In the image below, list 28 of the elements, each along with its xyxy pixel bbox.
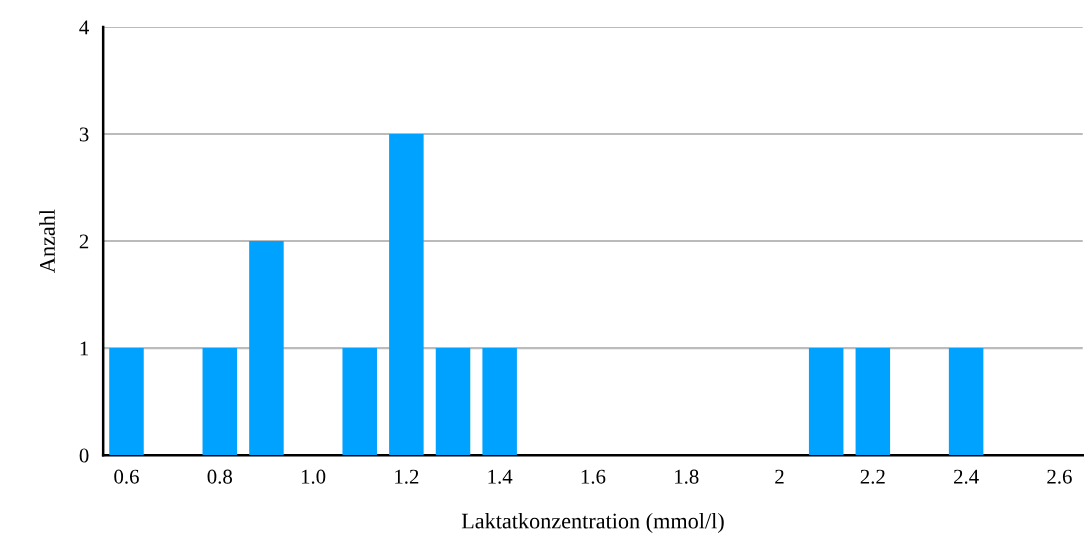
x-tick-label: 0.8 xyxy=(207,469,233,484)
bar xyxy=(435,348,471,456)
bar xyxy=(482,348,517,456)
bar xyxy=(109,348,144,456)
bar xyxy=(202,348,238,456)
bar xyxy=(855,348,891,456)
x-tick-label: 2.2 xyxy=(860,469,885,484)
x-tick-label: 2.4 xyxy=(954,469,979,484)
x-tick-label: 1.0 xyxy=(301,469,326,484)
bar xyxy=(948,348,984,456)
bar xyxy=(249,241,284,456)
x-tick-label: 1.8 xyxy=(675,469,699,484)
y-tick-label: 4 xyxy=(79,20,89,35)
y-tick-label: 1 xyxy=(80,341,89,356)
y-tick-label: 2 xyxy=(79,234,89,249)
x-tick-label: 1.4 xyxy=(488,469,513,484)
y-tick-label: 3 xyxy=(79,127,89,142)
x-tick-label: 1.6 xyxy=(581,469,606,484)
y-tick-label: 0 xyxy=(79,448,89,463)
x-axis-title: Laktatkonzentration (mmol/l) xyxy=(461,512,724,534)
y-axis-title: Anzahl xyxy=(39,209,55,273)
bar xyxy=(389,134,424,456)
x-tick-label: 2 xyxy=(775,469,784,484)
x-tick-label: 2.6 xyxy=(1047,469,1072,484)
bar xyxy=(808,348,844,456)
bar xyxy=(342,348,377,456)
x-tick-label: 1.2 xyxy=(395,469,419,484)
x-tick-label: 0.6 xyxy=(114,469,139,484)
